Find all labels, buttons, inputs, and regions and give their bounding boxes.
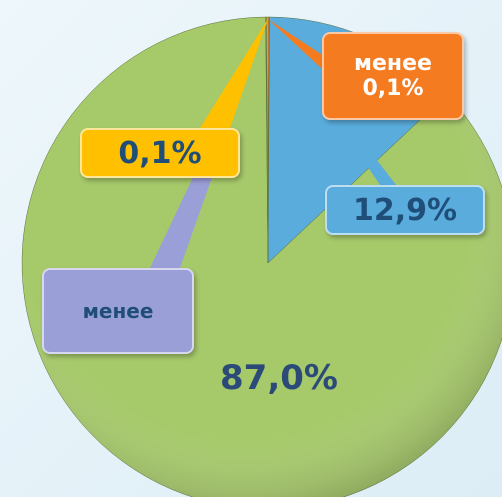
slice-label: 87,0% <box>220 358 338 398</box>
callout: менее <box>42 268 194 354</box>
callout: 0,1% <box>80 128 240 178</box>
callout: 12,9% <box>325 185 485 235</box>
callout: менее 0,1% <box>322 32 464 120</box>
leader <box>200 19 268 128</box>
